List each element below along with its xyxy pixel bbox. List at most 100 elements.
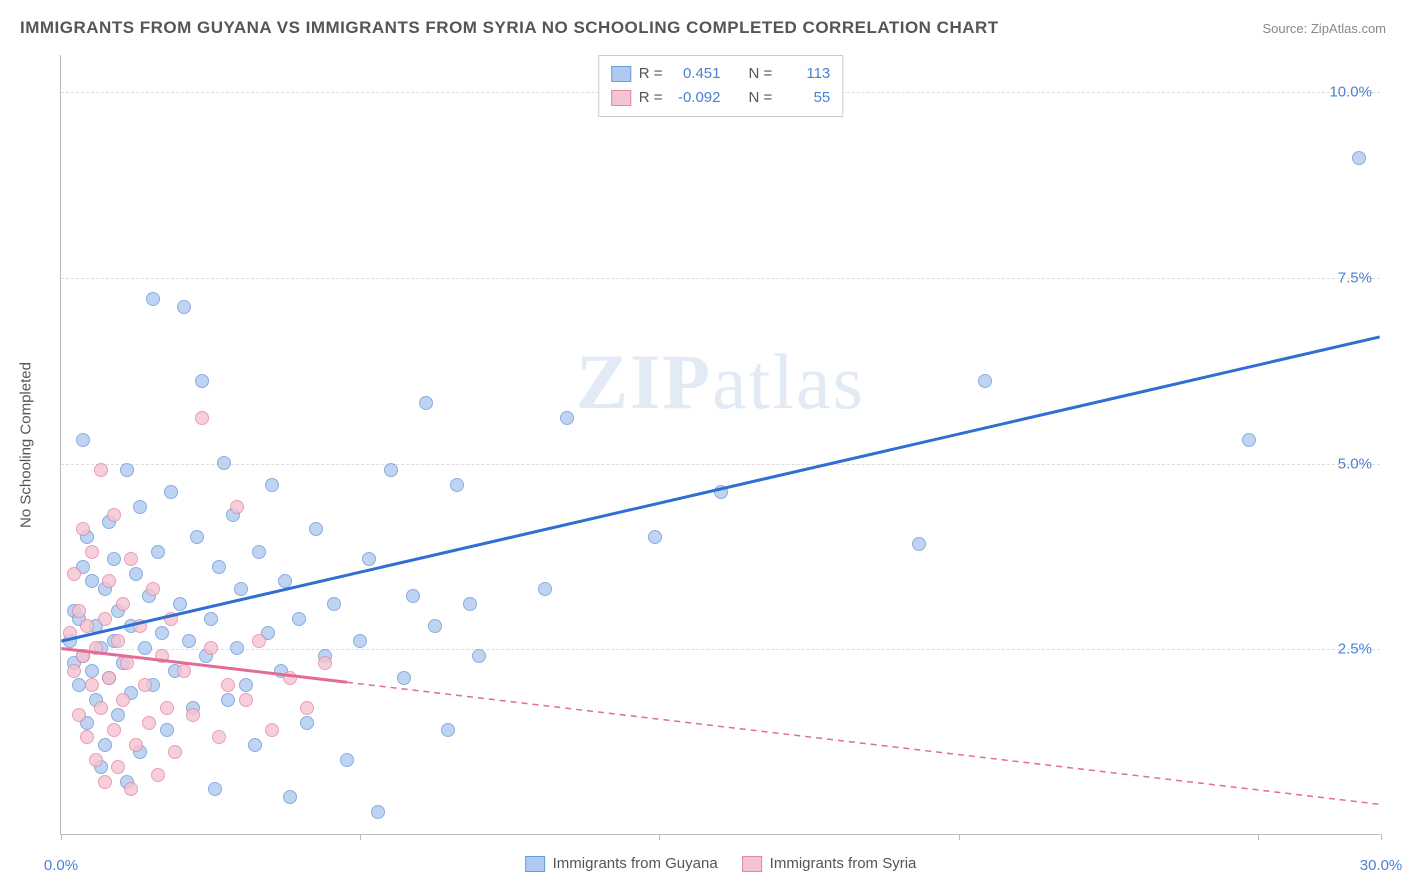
legend-n-key: N =	[749, 86, 773, 110]
data-point	[116, 693, 130, 707]
data-point	[472, 649, 486, 663]
data-point	[138, 678, 152, 692]
y-tick-label: 2.5%	[1338, 641, 1372, 658]
x-tick	[1258, 834, 1259, 840]
data-point	[309, 522, 323, 536]
data-point	[912, 537, 926, 551]
data-point	[67, 664, 81, 678]
data-point	[133, 500, 147, 514]
data-point	[252, 545, 266, 559]
data-point	[160, 723, 174, 737]
data-point	[239, 693, 253, 707]
data-point	[142, 716, 156, 730]
data-point	[85, 678, 99, 692]
data-point	[164, 612, 178, 626]
legend-item: Immigrants from Syria	[742, 855, 917, 872]
swatch-icon	[611, 90, 631, 106]
data-point	[168, 745, 182, 759]
data-point	[177, 664, 191, 678]
y-tick-label: 5.0%	[1338, 455, 1372, 472]
data-point	[107, 552, 121, 566]
data-point	[428, 619, 442, 633]
data-point	[151, 545, 165, 559]
data-point	[1352, 151, 1366, 165]
legend-n-value: 55	[780, 86, 830, 110]
data-point	[538, 582, 552, 596]
legend-stats-row: R =0.451N =113	[611, 62, 831, 86]
gridline	[61, 278, 1380, 279]
data-point	[164, 485, 178, 499]
data-point	[155, 649, 169, 663]
data-point	[160, 701, 174, 715]
data-point	[384, 463, 398, 477]
data-point	[195, 374, 209, 388]
data-point	[300, 701, 314, 715]
data-point	[978, 374, 992, 388]
data-point	[76, 522, 90, 536]
data-point	[155, 626, 169, 640]
data-point	[129, 567, 143, 581]
data-point	[98, 775, 112, 789]
chart-title: IMMIGRANTS FROM GUYANA VS IMMIGRANTS FRO…	[20, 18, 999, 38]
data-point	[129, 738, 143, 752]
data-point	[72, 678, 86, 692]
data-point	[138, 641, 152, 655]
data-point	[265, 723, 279, 737]
data-point	[111, 634, 125, 648]
legend-r-key: R =	[639, 86, 663, 110]
data-point	[98, 612, 112, 626]
legend-series: Immigrants from Guyana Immigrants from Sy…	[525, 855, 917, 872]
x-tick	[659, 834, 660, 840]
watermark: ZIPatlas	[576, 337, 865, 427]
data-point	[85, 664, 99, 678]
data-point	[89, 641, 103, 655]
data-point	[173, 597, 187, 611]
data-point	[340, 753, 354, 767]
data-point	[85, 545, 99, 559]
data-point	[252, 634, 266, 648]
data-point	[111, 708, 125, 722]
data-point	[1242, 433, 1256, 447]
data-point	[230, 500, 244, 514]
data-point	[648, 530, 662, 544]
data-point	[714, 485, 728, 499]
data-point	[450, 478, 464, 492]
data-point	[107, 508, 121, 522]
data-point	[116, 597, 130, 611]
data-point	[186, 708, 200, 722]
data-point	[98, 738, 112, 752]
trend-lines	[61, 55, 1380, 834]
data-point	[204, 612, 218, 626]
data-point	[283, 671, 297, 685]
gridline	[61, 464, 1380, 465]
data-point	[85, 574, 99, 588]
data-point	[63, 626, 77, 640]
data-point	[371, 805, 385, 819]
x-tick	[1381, 834, 1382, 840]
data-point	[94, 701, 108, 715]
x-tick	[959, 834, 960, 840]
data-point	[120, 463, 134, 477]
data-point	[560, 411, 574, 425]
legend-n-value: 113	[780, 62, 830, 86]
data-point	[195, 411, 209, 425]
data-point	[419, 396, 433, 410]
data-point	[318, 656, 332, 670]
gridline	[61, 649, 1380, 650]
legend-item-label: Immigrants from Guyana	[553, 855, 718, 872]
data-point	[265, 478, 279, 492]
data-point	[212, 730, 226, 744]
source-label: Source: ZipAtlas.com	[1262, 21, 1386, 36]
data-point	[406, 589, 420, 603]
data-point	[76, 649, 90, 663]
data-point	[327, 597, 341, 611]
x-tick	[360, 834, 361, 840]
data-point	[283, 790, 297, 804]
data-point	[217, 456, 231, 470]
data-point	[221, 678, 235, 692]
data-point	[300, 716, 314, 730]
legend-stats-row: R =-0.092N =55	[611, 86, 831, 110]
y-axis-label: No Schooling Completed	[18, 362, 35, 528]
swatch-icon	[742, 856, 762, 872]
x-tick-label: 0.0%	[44, 857, 78, 874]
